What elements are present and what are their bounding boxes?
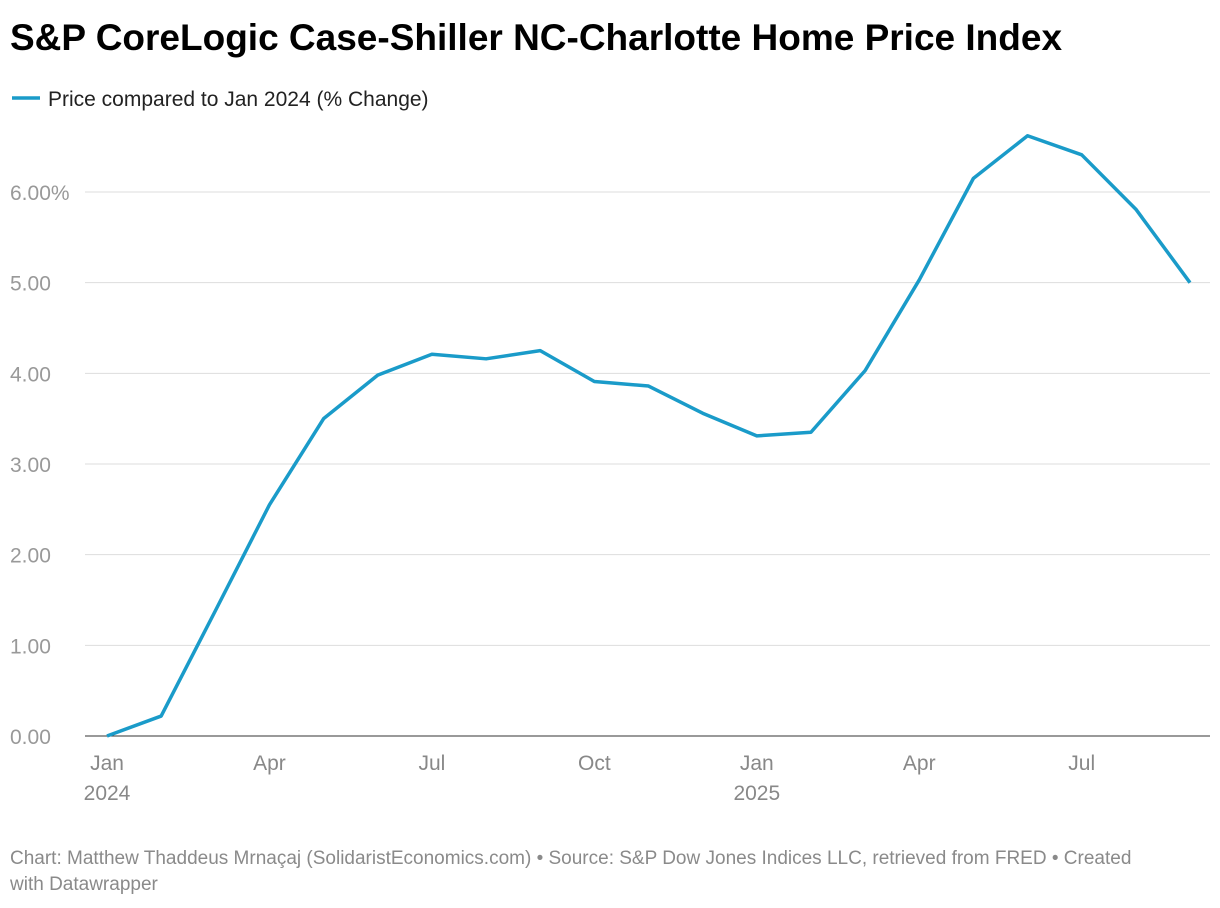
y-tick-label: 2.00 [10,545,51,568]
x-tick-label: Jul [1068,752,1095,775]
y-tick-label: 3.00 [10,454,51,477]
footer: Chart: Matthew Thaddeus Mrnaçaj (Solidar… [10,848,1132,895]
legend-label: Price compared to Jan 2024 (% Change) [48,88,429,111]
x-tick-label: Oct [578,752,611,775]
x-tick-label: Apr [903,752,936,775]
x-tick-label: Jan 2024 [84,752,131,805]
y-tick-label: 6.00% [10,182,70,205]
chart-title: S&P CoreLogic Case-Shiller NC-Charlotte … [10,17,1062,58]
x-tick-label: Jul [418,752,445,775]
x-tick-label: Apr [253,752,286,775]
y-tick-label: 4.00 [10,363,51,386]
y-tick-label: 5.00 [10,273,51,296]
line-series [106,134,1192,738]
x-tick-label: Jan 2025 [733,752,780,805]
y-tick-label: 1.00 [10,635,51,658]
y-tick-label: 0.00 [10,726,51,749]
